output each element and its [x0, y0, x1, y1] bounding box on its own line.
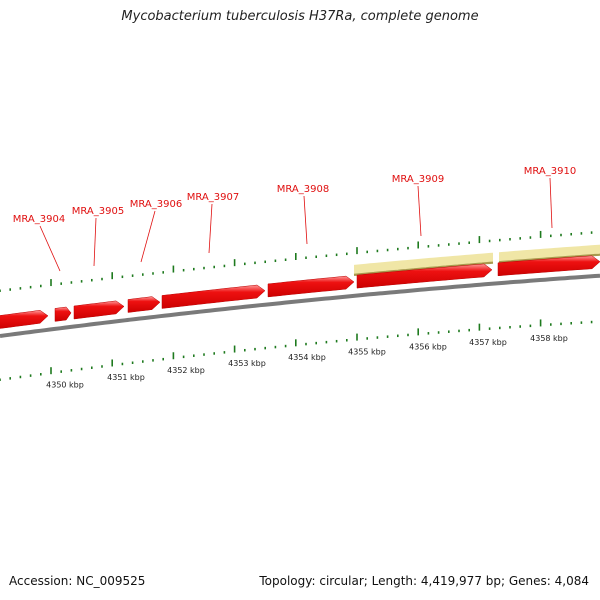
gene-arrow	[161, 284, 266, 309]
gene-track	[0, 255, 600, 329]
gene-labels: MRA_3904 MRA_3905 MRA_3906 MRA_3907 MRA_3908…	[13, 166, 576, 272]
scale-label: 4352 kbp	[167, 366, 205, 375]
gene-arrow	[73, 300, 125, 320]
gene-leader-line	[549, 177, 553, 229]
gene-arrow	[356, 263, 493, 289]
gene-arrow	[127, 296, 161, 313]
gene-arrow	[267, 275, 355, 298]
gene-arrow	[54, 306, 72, 322]
gene-leader-line	[39, 225, 61, 272]
scale-label: 4354 kbp	[288, 353, 326, 362]
backbone-line	[0, 273, 600, 338]
accession-label: Accession: NC_009525	[9, 574, 146, 588]
gene-label: MRA_3908	[277, 184, 329, 195]
gene-label: MRA_3909	[392, 174, 444, 185]
scale-label: 4350 kbp	[46, 380, 84, 389]
highlight-regions	[353, 244, 600, 276]
gene-leader-line	[208, 203, 213, 254]
genome-title: Mycobacterium tuberculosis H37Ra, comple…	[121, 9, 479, 24]
gene-leader-line	[93, 217, 97, 267]
gene-label: MRA_3905	[72, 206, 124, 217]
gene-label: MRA_3907	[187, 192, 239, 203]
gene-arrow	[497, 255, 600, 277]
gene-leader-line	[417, 185, 422, 237]
scale-label: 4358 kbp	[530, 334, 568, 343]
gene-label: MRA_3904	[13, 214, 65, 225]
genome-backbone	[0, 273, 600, 338]
highlight-region-edge	[353, 261, 494, 276]
scale-label: 4356 kbp	[409, 343, 447, 352]
gene-label: MRA_3906	[130, 199, 182, 210]
gene-leader-line	[140, 210, 156, 263]
highlight-region	[354, 252, 493, 275]
kbp-labels: 4350 kbp 4351 kbp 4352 kbp 4353 kbp 4354 kbp…	[46, 334, 568, 389]
highlight-region	[499, 244, 600, 263]
gene-label: MRA_3910	[524, 166, 576, 177]
gene-leader-line	[303, 195, 308, 245]
scale-label: 4351 kbp	[107, 373, 145, 382]
gene-arrow	[0, 310, 49, 329]
tick-row-top	[0, 230, 593, 292]
scale-label: 4355 kbp	[348, 348, 386, 357]
highlight-region-edge	[498, 253, 600, 264]
tick-row-bottom	[0, 319, 593, 381]
scale-label: 4353 kbp	[228, 359, 266, 368]
genome-summary: Topology: circular; Length: 4,419,977 bp…	[259, 574, 589, 588]
scale-label: 4357 kbp	[469, 338, 507, 347]
